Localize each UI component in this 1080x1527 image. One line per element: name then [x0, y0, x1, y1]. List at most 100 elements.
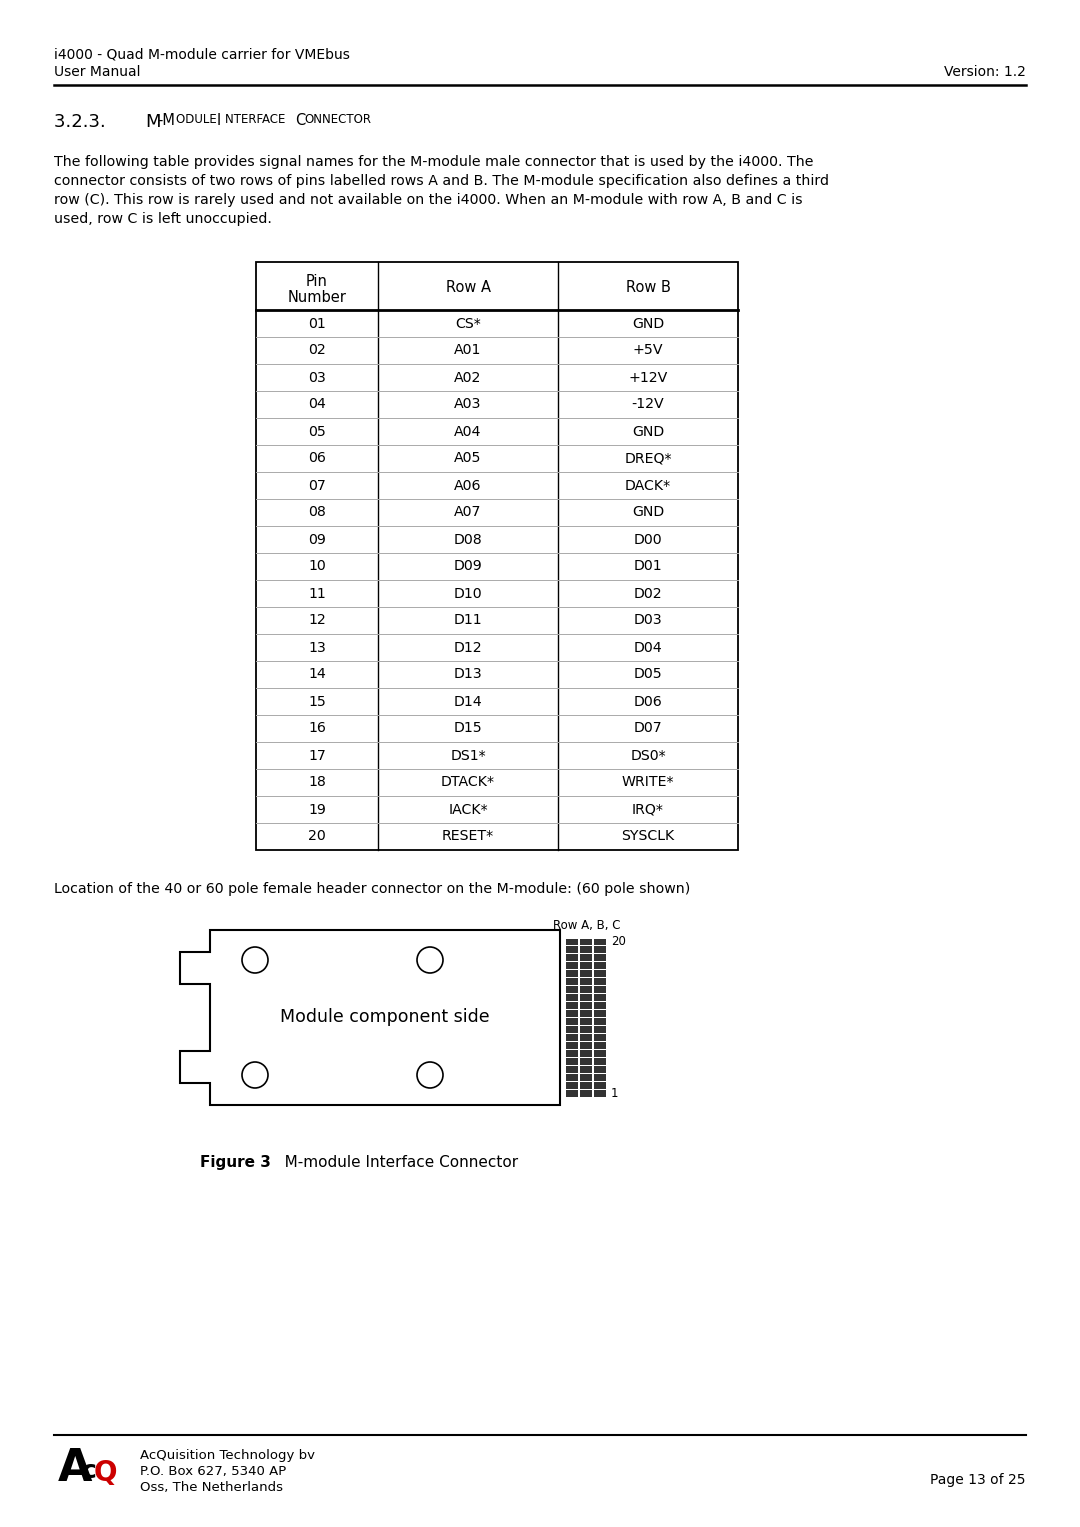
Bar — [594, 1058, 606, 1064]
Bar — [594, 994, 606, 1002]
Text: A02: A02 — [455, 371, 482, 385]
Text: M: M — [145, 113, 161, 131]
Text: used, row C is left unoccupied.: used, row C is left unoccupied. — [54, 212, 272, 226]
Text: M-module Interface Connector: M-module Interface Connector — [270, 1154, 518, 1170]
Text: DREQ*: DREQ* — [624, 452, 672, 466]
Text: 07: 07 — [308, 478, 326, 493]
Bar — [594, 1026, 606, 1032]
Text: D05: D05 — [634, 667, 662, 681]
Text: 3.2.3.: 3.2.3. — [54, 113, 118, 131]
Bar — [580, 970, 592, 977]
Bar — [594, 1034, 606, 1041]
Text: 05: 05 — [308, 425, 326, 438]
Bar — [566, 1066, 578, 1072]
Text: A06: A06 — [455, 478, 482, 493]
Text: Oss, The Netherlands: Oss, The Netherlands — [140, 1481, 283, 1493]
Text: Location of the 40 or 60 pole female header connector on the M-module: (60 pole : Location of the 40 or 60 pole female hea… — [54, 883, 690, 896]
Bar — [566, 1009, 578, 1017]
Text: Row B: Row B — [625, 279, 671, 295]
Text: D15: D15 — [454, 721, 483, 736]
Bar — [594, 947, 606, 953]
Text: I: I — [217, 113, 221, 128]
Text: D12: D12 — [454, 640, 483, 655]
Text: Row A, B, C: Row A, B, C — [553, 919, 621, 931]
Text: RESET*: RESET* — [442, 829, 494, 843]
Text: 02: 02 — [308, 344, 326, 357]
Text: connector consists of two rows of pins labelled rows A and B. The M-module speci: connector consists of two rows of pins l… — [54, 174, 829, 188]
Text: A03: A03 — [455, 397, 482, 411]
Text: DS0*: DS0* — [631, 748, 665, 762]
Text: 04: 04 — [308, 397, 326, 411]
Bar — [594, 1073, 606, 1081]
Text: Row A: Row A — [446, 279, 490, 295]
Text: Number: Number — [287, 290, 347, 305]
Bar — [566, 970, 578, 977]
Bar — [566, 939, 578, 945]
Bar — [566, 1073, 578, 1081]
Text: D11: D11 — [454, 614, 483, 628]
Text: 20: 20 — [611, 936, 626, 948]
Text: A: A — [58, 1448, 93, 1490]
Bar — [580, 1019, 592, 1025]
Text: GND: GND — [632, 425, 664, 438]
Text: IACK*: IACK* — [448, 803, 488, 817]
Bar — [566, 962, 578, 970]
Text: D07: D07 — [634, 721, 662, 736]
Bar — [580, 962, 592, 970]
Text: 15: 15 — [308, 695, 326, 709]
Bar — [594, 979, 606, 985]
Bar — [566, 1034, 578, 1041]
Text: 03: 03 — [308, 371, 326, 385]
Text: IRQ*: IRQ* — [632, 803, 664, 817]
Text: 17: 17 — [308, 748, 326, 762]
Text: Module component side: Module component side — [280, 1008, 490, 1026]
Text: 12: 12 — [308, 614, 326, 628]
Bar — [580, 979, 592, 985]
Bar — [580, 994, 592, 1002]
Bar — [256, 263, 738, 851]
Text: D09: D09 — [454, 559, 483, 574]
Text: 06: 06 — [308, 452, 326, 466]
Text: -M: -M — [157, 113, 175, 128]
Text: ODULE: ODULE — [176, 113, 220, 127]
Bar — [594, 1002, 606, 1009]
Bar — [594, 1009, 606, 1017]
Text: row (C). This row is rarely used and not available on the i4000. When an M-modul: row (C). This row is rarely used and not… — [54, 192, 802, 208]
Bar — [566, 947, 578, 953]
Text: 16: 16 — [308, 721, 326, 736]
Text: D06: D06 — [634, 695, 662, 709]
Bar — [580, 939, 592, 945]
Text: D08: D08 — [454, 533, 483, 547]
Text: DTACK*: DTACK* — [441, 776, 495, 789]
Bar — [594, 986, 606, 993]
Text: 09: 09 — [308, 533, 326, 547]
Text: c: c — [82, 1458, 97, 1483]
Bar — [580, 1073, 592, 1081]
Text: GND: GND — [632, 316, 664, 330]
Bar — [580, 1002, 592, 1009]
Bar — [594, 1081, 606, 1089]
Bar — [594, 1049, 606, 1057]
Text: CS*: CS* — [455, 316, 481, 330]
Text: A01: A01 — [455, 344, 482, 357]
Bar — [566, 994, 578, 1002]
Bar — [594, 962, 606, 970]
Text: Pin: Pin — [306, 273, 328, 289]
Text: +5V: +5V — [633, 344, 663, 357]
Text: ONNECTOR: ONNECTOR — [303, 113, 372, 127]
Text: D00: D00 — [634, 533, 662, 547]
Text: 1: 1 — [611, 1087, 619, 1099]
Bar — [580, 1058, 592, 1064]
Text: Version: 1.2: Version: 1.2 — [944, 66, 1026, 79]
Text: NTERFACE: NTERFACE — [225, 113, 289, 127]
Text: A05: A05 — [455, 452, 482, 466]
Text: D10: D10 — [454, 586, 483, 600]
Text: D01: D01 — [634, 559, 662, 574]
Text: WRITE*: WRITE* — [622, 776, 674, 789]
Text: 18: 18 — [308, 776, 326, 789]
Bar — [594, 939, 606, 945]
Bar — [580, 1081, 592, 1089]
Text: -12V: -12V — [632, 397, 664, 411]
Bar — [580, 1090, 592, 1096]
Bar — [580, 1066, 592, 1072]
